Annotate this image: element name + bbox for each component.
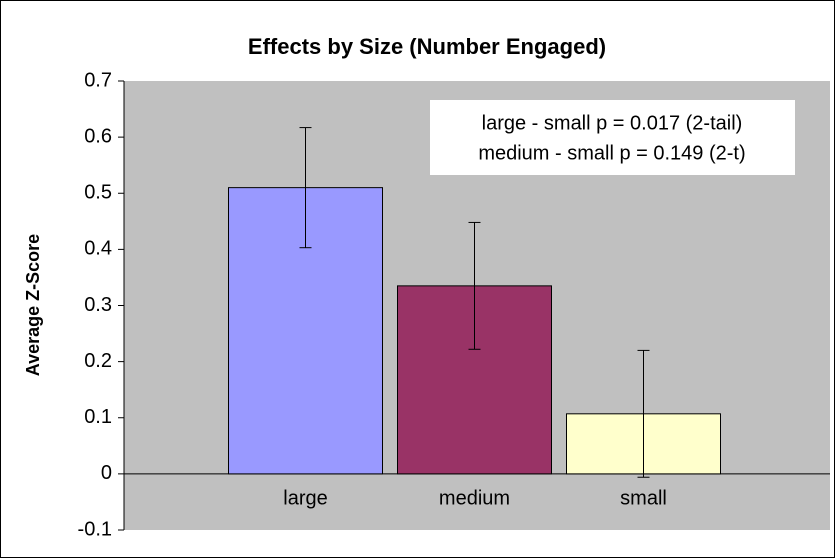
y-tick-label: 0.3 xyxy=(84,294,112,316)
y-tick-label: 0.4 xyxy=(84,238,112,260)
y-tick-label: -0.1 xyxy=(78,518,112,540)
y-tick-label: 0.6 xyxy=(84,125,112,147)
y-tick-label: 0.1 xyxy=(84,406,112,428)
x-tick-label: medium xyxy=(439,487,510,509)
annotation xyxy=(430,100,795,175)
x-tick-label: small xyxy=(620,487,667,509)
error-bar xyxy=(299,127,312,249)
annotation-text: large - small p = 0.017 (2-tail) xyxy=(482,112,743,134)
y-axis-label: Average Z-Score xyxy=(23,234,43,376)
error-bar xyxy=(637,349,650,478)
chart-title: Effects by Size (Number Engaged) xyxy=(248,34,606,59)
x-tick-label: large xyxy=(283,487,327,509)
y-tick-label: 0 xyxy=(101,462,112,484)
y-tick-label: 0.7 xyxy=(84,69,112,91)
annotation-box xyxy=(430,100,795,175)
y-tick-label: 0.5 xyxy=(84,182,112,204)
y-tick-label: 0.2 xyxy=(84,350,112,372)
annotation-text: medium - small p = 0.149 (2-t) xyxy=(478,142,745,164)
error-bar xyxy=(468,221,481,350)
